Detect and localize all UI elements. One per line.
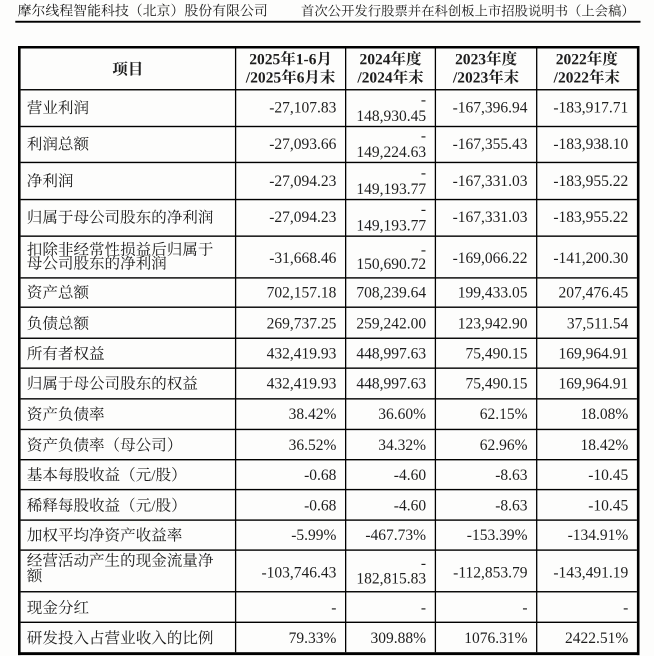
svg-text:2422.51%: 2422.51%	[565, 630, 628, 647]
svg-text:-183,917.71: -183,917.71	[553, 100, 628, 117]
svg-text:-0.68: -0.68	[304, 467, 337, 484]
svg-text:269,737.25: 269,737.25	[267, 315, 337, 332]
svg-text:-8.63: -8.63	[495, 467, 528, 484]
svg-text:-27,107.83: -27,107.83	[269, 100, 336, 117]
svg-text:34.32%: 34.32%	[378, 437, 426, 454]
svg-text:207,476.45: 207,476.45	[559, 284, 629, 301]
svg-text:259,242.00: 259,242.00	[356, 315, 426, 332]
svg-text:62.96%: 62.96%	[480, 437, 528, 454]
svg-text:-4.60: -4.60	[394, 497, 427, 514]
svg-text:-134.91%: -134.91%	[568, 527, 629, 544]
svg-text:708,239.64: 708,239.64	[356, 284, 426, 301]
svg-text:432,419.93: 432,419.93	[267, 375, 337, 392]
svg-text:-5.99%: -5.99%	[291, 527, 336, 544]
svg-text:18.42%: 18.42%	[581, 437, 629, 454]
svg-text:702,157.18: 702,157.18	[267, 284, 337, 301]
svg-text:-112,853.79: -112,853.79	[453, 565, 528, 582]
svg-text:-10.45: -10.45	[588, 467, 628, 484]
svg-text:448,997.63: 448,997.63	[356, 346, 426, 363]
svg-text:-: -	[421, 555, 426, 572]
svg-text:-169,066.22: -169,066.22	[453, 250, 528, 267]
svg-text:75,490.15: 75,490.15	[466, 346, 528, 363]
svg-text:-153.39%: -153.39%	[467, 527, 528, 544]
svg-text:-467.73%: -467.73%	[365, 527, 426, 544]
svg-text:432,419.93: 432,419.93	[267, 346, 337, 363]
svg-text:-: -	[421, 201, 426, 218]
svg-text:150,690.72: 150,690.72	[356, 256, 426, 273]
svg-text:-: -	[623, 600, 628, 617]
svg-text:-: -	[331, 600, 336, 617]
svg-text:-183,955.22: -183,955.22	[553, 209, 628, 226]
svg-text:-10.45: -10.45	[588, 497, 628, 514]
svg-text:149,224.63: 149,224.63	[356, 144, 426, 161]
svg-text:-183,938.10: -183,938.10	[553, 136, 628, 153]
svg-text:37,511.54: 37,511.54	[567, 315, 629, 332]
svg-text:149,193.77: 149,193.77	[356, 181, 426, 198]
svg-text:-: -	[421, 600, 426, 617]
svg-text:-167,331.03: -167,331.03	[453, 209, 528, 226]
svg-text:79.33%: 79.33%	[289, 630, 337, 647]
svg-text:-31,668.46: -31,668.46	[269, 250, 336, 267]
svg-text:1076.31%: 1076.31%	[464, 630, 527, 647]
svg-text:148,930.45: 148,930.45	[356, 108, 426, 125]
svg-text:-: -	[421, 91, 426, 108]
svg-text:-141,200.30: -141,200.30	[553, 250, 628, 267]
svg-text:-4.60: -4.60	[394, 467, 427, 484]
svg-text:-167,355.43: -167,355.43	[453, 136, 528, 153]
svg-text:-167,331.03: -167,331.03	[453, 173, 528, 190]
svg-text:182,815.83: 182,815.83	[356, 571, 426, 588]
svg-text:-0.68: -0.68	[304, 497, 337, 514]
svg-text:75,490.15: 75,490.15	[466, 375, 528, 392]
svg-text:-183,955.22: -183,955.22	[553, 173, 628, 190]
svg-text:199,433.05: 199,433.05	[458, 284, 528, 301]
svg-text:309.88%: 309.88%	[371, 630, 427, 647]
svg-text:36.52%: 36.52%	[289, 437, 337, 454]
svg-text:36.60%: 36.60%	[378, 406, 426, 423]
svg-text:-: -	[522, 600, 527, 617]
svg-text:62.15%: 62.15%	[480, 406, 528, 423]
svg-text:18.08%: 18.08%	[581, 406, 629, 423]
svg-text:-27,094.23: -27,094.23	[269, 173, 336, 190]
svg-text:-: -	[421, 128, 426, 145]
svg-text:149,193.77: 149,193.77	[356, 217, 426, 234]
svg-text:-143,491.19: -143,491.19	[553, 565, 628, 582]
svg-text:-27,093.66: -27,093.66	[269, 136, 336, 153]
svg-text:-103,746.43: -103,746.43	[261, 565, 336, 582]
svg-text:169,964.91: 169,964.91	[559, 346, 629, 363]
svg-text:-27,094.23: -27,094.23	[269, 209, 336, 226]
svg-text:-: -	[421, 242, 426, 259]
svg-text:448,997.63: 448,997.63	[356, 375, 426, 392]
svg-text:38.42%: 38.42%	[289, 406, 337, 423]
svg-text:-167,396.94: -167,396.94	[453, 100, 528, 117]
svg-text:-8.63: -8.63	[495, 497, 528, 514]
svg-text:123,942.90: 123,942.90	[458, 315, 528, 332]
svg-text:169,964.91: 169,964.91	[559, 375, 629, 392]
svg-text:-: -	[421, 164, 426, 181]
